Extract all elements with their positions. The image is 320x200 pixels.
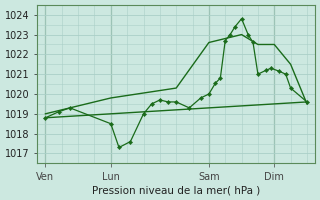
X-axis label: Pression niveau de la mer( hPa ): Pression niveau de la mer( hPa ) [92, 185, 260, 195]
